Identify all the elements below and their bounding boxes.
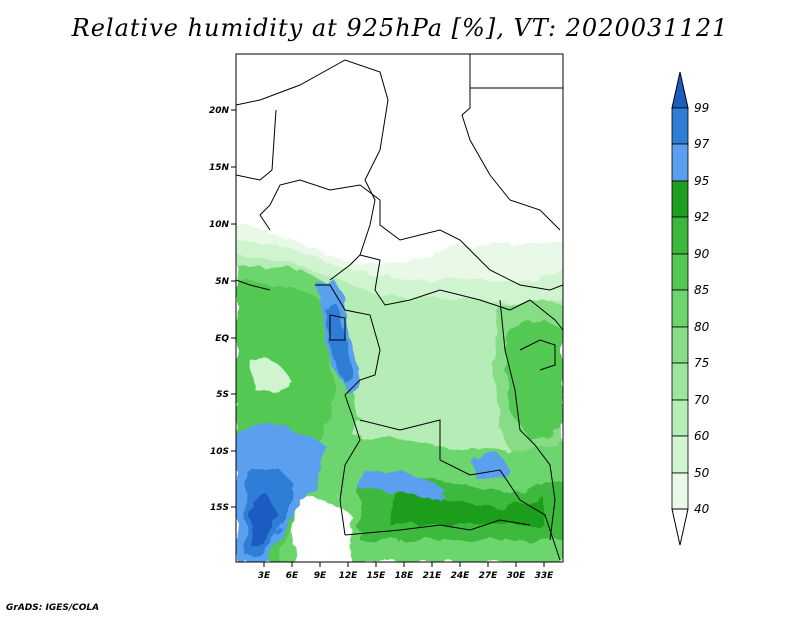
colorbar-segment-95 — [671, 143, 689, 182]
colorbar-label: 75 — [694, 356, 709, 370]
border-line — [519, 339, 556, 371]
colorbar-top-arrow — [671, 71, 689, 109]
dry-zone-angola — [292, 498, 355, 562]
border-line — [461, 54, 561, 231]
longitude-axis: 3E 6E 9E 12E 15E 18E 21E 24E 27E 30E 33E — [258, 562, 554, 581]
lon-label: 30E — [507, 571, 527, 581]
humidity-zone-85-east — [505, 320, 563, 440]
colorbar-segment-75 — [671, 326, 689, 364]
colorbar-segment-50 — [671, 435, 689, 474]
colorbar-label: 97 — [694, 137, 710, 151]
humidity-zone-99-southwest — [250, 495, 278, 548]
colorbar-bottom-arrow — [671, 508, 689, 546]
lat-label: 15S — [210, 503, 229, 513]
lat-label: 5N — [215, 277, 229, 287]
colorbar-label: 60 — [694, 429, 710, 443]
border-line — [315, 284, 381, 536]
lat-label: 10N — [209, 220, 230, 230]
lon-label: 27E — [479, 571, 499, 581]
border-line — [236, 109, 277, 181]
latitude-axis: 20N 15N 10N 5N EQ 5S 10S 15S — [209, 106, 236, 513]
border-line — [259, 179, 381, 231]
credit-label: GrADS: IGES/COLA — [6, 603, 100, 613]
lon-label: 18E — [395, 571, 415, 581]
colorbar-segment-70 — [671, 362, 689, 401]
colorbar-label: 80 — [694, 320, 710, 334]
colorbar-label: 90 — [694, 247, 710, 261]
colorbar-label: 40 — [694, 502, 710, 516]
lat-label: 5S — [216, 390, 229, 400]
colorbar-segment-90 — [671, 216, 689, 255]
colorbar-label: 50 — [694, 466, 710, 480]
humidity-zone-92-south — [390, 493, 545, 525]
colorbar-segment-85 — [671, 253, 689, 291]
lat-label: 10S — [210, 447, 229, 457]
colorbar-label: 85 — [694, 283, 709, 297]
colorbar-segment-92 — [671, 180, 689, 218]
colorbar-segment-97 — [671, 107, 689, 145]
lon-label: 6E — [286, 571, 299, 581]
humidity-field — [236, 54, 563, 562]
lon-label: 15E — [367, 571, 387, 581]
border-line — [344, 519, 531, 536]
border-line — [379, 200, 563, 291]
lon-label: 9E — [314, 571, 327, 581]
humidity-zone-95-south — [360, 468, 445, 500]
colorbar-segment-40 — [671, 472, 689, 510]
colorbar-label: 99 — [694, 101, 709, 115]
lon-label: 24E — [451, 571, 471, 581]
colorbar-label: 95 — [694, 174, 709, 188]
humidity-zone-97-coast — [325, 305, 352, 380]
dry-zone-gabon — [250, 358, 290, 395]
border-line — [359, 419, 561, 561]
colorbar-segment-60 — [671, 399, 689, 437]
map-title: Relative humidity at 925hPa [%], VT: 202… — [71, 14, 729, 42]
colorbar-label: 92 — [694, 210, 709, 224]
border-line — [499, 299, 556, 541]
border-line — [359, 254, 531, 311]
lon-label: 33E — [535, 571, 555, 581]
lon-label: 3E — [258, 571, 271, 581]
lat-label: 15N — [209, 163, 230, 173]
lat-label: 20N — [209, 106, 230, 116]
colorbar-segment-80 — [671, 289, 689, 328]
border-line — [529, 299, 563, 331]
country-borders — [236, 54, 563, 561]
border-line — [329, 314, 346, 341]
border-line — [236, 279, 271, 291]
lat-label: EQ — [215, 334, 229, 344]
map-frame — [235, 53, 564, 563]
lon-label: 21E — [423, 571, 443, 581]
lon-label: 12E — [339, 571, 359, 581]
colorbar-label: 70 — [694, 393, 710, 407]
colorbar: 99 97 95 92 90 85 80 75 70 60 50 40 — [671, 71, 710, 546]
